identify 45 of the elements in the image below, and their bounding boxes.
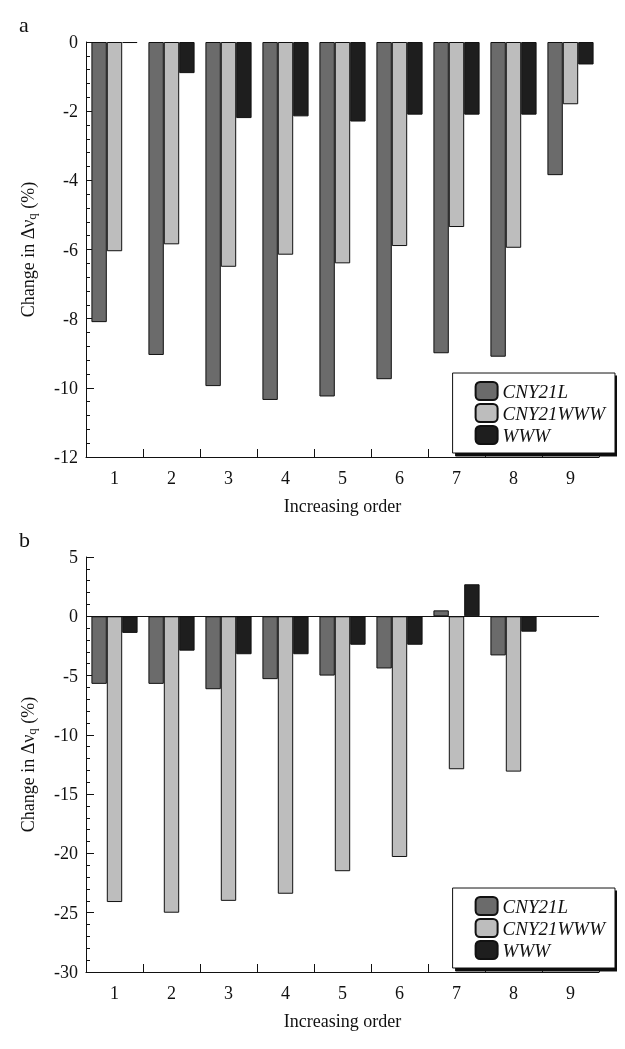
x-tick-label: 9 <box>566 468 575 488</box>
x-tick-label: 2 <box>167 983 176 1003</box>
x-axis-title: Increasing order <box>283 496 402 516</box>
y-tick-label: -10 <box>54 377 78 398</box>
x-tick-label: 4 <box>281 468 290 488</box>
x-tick-label: 1 <box>110 983 119 1003</box>
y-tick-label: -6 <box>63 239 78 260</box>
x-tick-label: 6 <box>395 983 404 1003</box>
legend-label: CNY21WWW <box>502 917 608 939</box>
chart-title: b <box>19 526 30 552</box>
y-tick-label: -4 <box>63 170 78 191</box>
y-tick-label: -12 <box>54 447 78 467</box>
y-tick-label: -2 <box>63 101 78 122</box>
legend-label: CNY21L <box>502 380 569 402</box>
legend-label: CNY21L <box>502 895 569 917</box>
x-tick-label: 3 <box>224 983 233 1003</box>
x-tick-label: 8 <box>509 468 518 488</box>
x-tick-label: 7 <box>452 468 461 488</box>
y-tick-label: 5 <box>69 547 78 567</box>
y-tick-label: -10 <box>54 724 78 745</box>
y-tick-label: -5 <box>63 665 78 686</box>
legend-label: CNY21WWW <box>502 402 608 424</box>
y-axis-title: Change in Δνq (%) <box>17 181 39 318</box>
x-tick-label: 3 <box>224 468 233 488</box>
y-tick-label: -30 <box>54 962 78 982</box>
x-tick-label: 8 <box>509 983 518 1003</box>
x-tick-label: 7 <box>452 983 461 1003</box>
y-axis-title: Change in Δνq (%) <box>17 696 39 833</box>
legend-label: WWW <box>502 939 553 961</box>
x-axis-title: Increasing order <box>283 1011 402 1031</box>
legend-label: WWW <box>502 424 553 446</box>
x-tick-label: 9 <box>566 983 575 1003</box>
y-tick-label: -20 <box>54 843 78 864</box>
y-tick-label: -15 <box>54 784 78 805</box>
y-tick-label: 0 <box>69 32 78 52</box>
y-tick-label: -25 <box>54 902 78 923</box>
x-tick-label: 5 <box>338 983 347 1003</box>
chart-title: a <box>19 11 29 37</box>
x-tick-label: 1 <box>110 468 119 488</box>
x-tick-label: 6 <box>395 468 404 488</box>
x-tick-label: 5 <box>338 468 347 488</box>
y-tick-label: 0 <box>69 606 78 627</box>
x-tick-label: 4 <box>281 983 290 1003</box>
x-tick-label: 2 <box>167 468 176 488</box>
y-tick-label: -8 <box>63 308 78 329</box>
